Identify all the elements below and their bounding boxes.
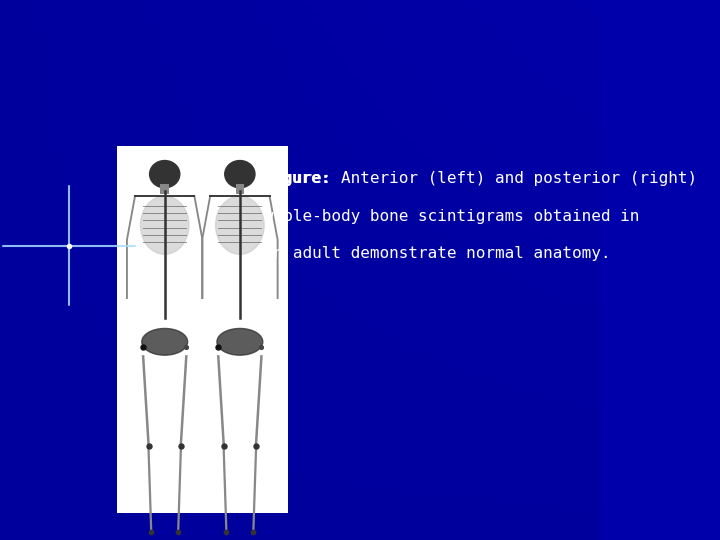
Text: an adult demonstrate normal anatomy.: an adult demonstrate normal anatomy. — [264, 246, 611, 261]
Ellipse shape — [215, 196, 264, 254]
Text: Figure: Anterior (left) and posterior (right): Figure: Anterior (left) and posterior (r… — [264, 171, 697, 186]
Text: Figure:: Figure: — [264, 170, 331, 186]
Ellipse shape — [217, 328, 263, 355]
Ellipse shape — [140, 196, 189, 254]
Circle shape — [150, 160, 180, 188]
Bar — [117, 146, 288, 513]
Bar — [235, 184, 244, 194]
Text: whole-body bone scintigrams obtained in: whole-body bone scintigrams obtained in — [264, 208, 639, 224]
Bar — [161, 184, 169, 194]
Ellipse shape — [142, 328, 188, 355]
Circle shape — [225, 160, 255, 188]
